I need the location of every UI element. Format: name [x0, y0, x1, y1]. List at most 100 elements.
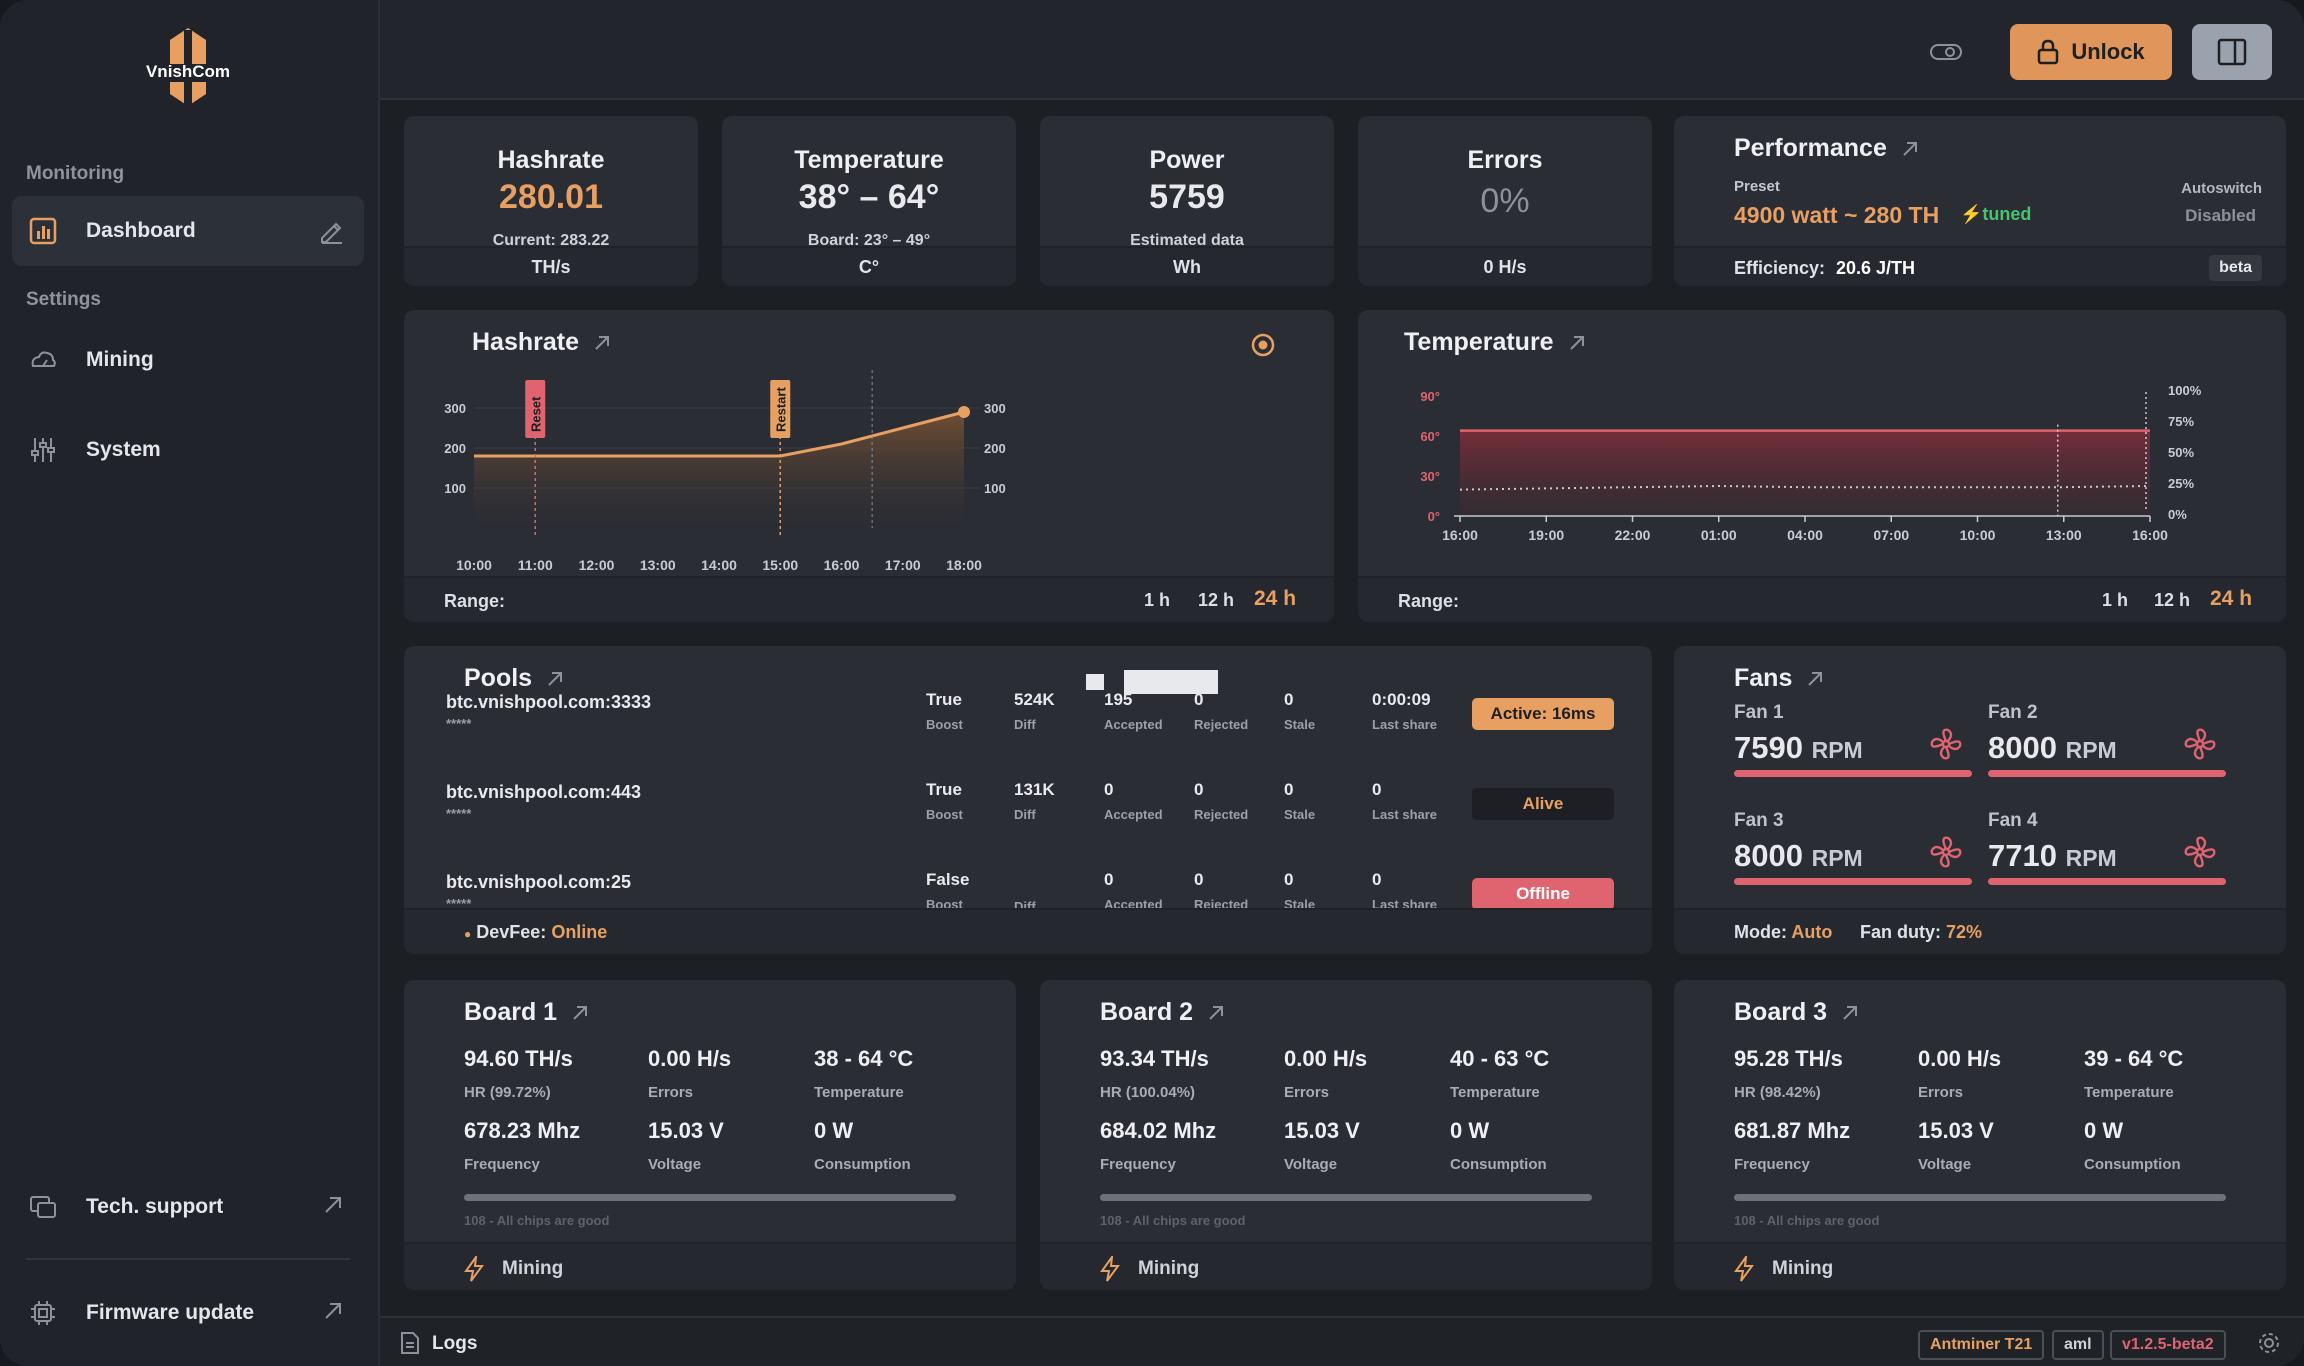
pool-last-share: 0:00:09 Last share [1372, 690, 1437, 732]
bottom-bar: Logs Antminer T21 aml v1.2.5-beta2 [380, 1316, 2304, 1366]
logo-icon [170, 28, 206, 106]
pool-accepted: 0 Accepted [1104, 870, 1163, 912]
panel-toggle-button[interactable] [2192, 24, 2272, 80]
stat-card-errors: Errors 0% 0 H/s [1358, 116, 1652, 286]
board-title[interactable]: Board 2 [1100, 998, 1225, 1027]
fan-duty: Fan duty: 72% [1860, 922, 1982, 943]
y-tick-right: 75% [2168, 414, 2194, 429]
range-24h[interactable]: 24 h [1254, 587, 1297, 610]
hashrate-chart-title[interactable]: Hashrate [472, 328, 611, 357]
board-temp: 40 - 63 °C [1450, 1046, 1550, 1071]
pool-last-share-value: 0:00:09 [1372, 690, 1431, 709]
pool-rejected-label: Rejected [1194, 807, 1249, 822]
stat-value: 280.01 [499, 178, 603, 216]
pool-row[interactable]: btc.vnishpool.com:25 ***** False Boost Di… [404, 870, 1652, 936]
range-12h[interactable]: 12 h [2154, 590, 2191, 610]
board-frequency-label: Frequency [1100, 1156, 1176, 1173]
devfee-label: DevFee: [476, 922, 547, 942]
hashrate-range-bar: Range: 1 h 12 h 24 h [404, 576, 1334, 622]
fan-mode: Mode: Auto [1734, 922, 1832, 943]
preset-value: 4900 watt ~ 280 TH [1734, 202, 1940, 228]
pool-accepted: 195 Accepted [1104, 690, 1163, 732]
range-24h[interactable]: 24 h [2210, 587, 2253, 610]
sidebar-item-firmware-update[interactable]: Firmware update [12, 1278, 364, 1348]
theme-toggle-icon[interactable] [1930, 42, 1962, 67]
temperature-chart-title[interactable]: Temperature [1404, 328, 1586, 357]
pool-user: ***** [446, 806, 472, 821]
bolt-icon [1734, 1253, 1754, 1288]
hashrate-chart-card: Hashrate 100 100 200 200 300 300 Reset Restart 1… [404, 310, 1334, 622]
stat-sub: Board: 23° – 49° [807, 232, 931, 249]
y-tick-right: 100 [984, 481, 1006, 496]
main-content: Unlock Hashrate 280.01 Current: 283.22 T… [380, 0, 2304, 1366]
bolt-icon [464, 1253, 484, 1288]
board-title[interactable]: Board 1 [464, 998, 589, 1027]
temperature-chart-title-text: Temperature [1404, 328, 1554, 356]
pool-diff-value: 524K [1014, 690, 1055, 709]
pool-last-share-label: Last share [1372, 807, 1438, 822]
performance-title-text: Performance [1734, 134, 1887, 162]
fan-name: Fan 3 [1734, 810, 1784, 831]
tuned-badge: ⚡tuned [1960, 204, 2031, 225]
y-tick-left: 300 [444, 401, 466, 416]
x-tick-label: 22:00 [1615, 527, 1651, 543]
pools-title[interactable]: Pools [464, 664, 564, 693]
pool-last-share-label: Last share [1372, 717, 1438, 732]
unlock-button[interactable]: Unlock [2010, 24, 2172, 80]
target-icon[interactable] [1250, 332, 1276, 363]
file-icon [400, 1332, 420, 1359]
edit-icon[interactable] [318, 218, 344, 250]
sidebar-item-tech-support[interactable]: Tech. support [12, 1172, 364, 1242]
pool-last-share-value: 0 [1372, 870, 1382, 889]
pool-stale: 0 Stale [1284, 780, 1315, 822]
pool-row[interactable]: btc.vnishpool.com:3333 ***** True Boost 5… [404, 690, 1652, 756]
logs-button[interactable]: Logs [432, 1333, 478, 1354]
range-12h[interactable]: 12 h [1198, 590, 1235, 610]
chip-icon [28, 1298, 58, 1328]
board-errors: 0.00 H/s [648, 1046, 732, 1071]
stat-card-hashrate: Hashrate 280.01 Current: 283.22 TH/s [404, 116, 698, 286]
board-card: Board 1 94.60 TH/s HR (99.72%) 0.00 H/s … [404, 980, 1016, 1290]
fans-title[interactable]: Fans [1734, 664, 1824, 693]
pools-view-toggle-b[interactable] [1124, 670, 1218, 694]
board-status: Mining [1772, 1258, 1834, 1279]
temperature-area [1460, 430, 2150, 516]
devfee-value: Online [551, 922, 608, 942]
stat-card-temperature: Temperature 38° – 64° Board: 23° – 49° C… [722, 116, 1016, 286]
board-consumption-label: Consumption [814, 1156, 911, 1173]
pools-view-toggle-a[interactable] [1086, 674, 1104, 690]
x-tick-label: 01:00 [1701, 527, 1737, 543]
temperature-range-bar: Range: 1 h 12 h 24 h [1358, 576, 2286, 622]
range-1h[interactable]: 1 h [1144, 590, 1171, 610]
sidebar-item-system[interactable]: System [12, 415, 364, 485]
board-errors: 0.00 H/s [1284, 1046, 1368, 1071]
pool-row[interactable]: btc.vnishpool.com:443 ***** True Boost 13… [404, 780, 1652, 846]
sidebar-item-dashboard[interactable]: Dashboard [12, 196, 364, 266]
pool-user: ***** [446, 896, 472, 911]
pool-diff: 131K Diff [1014, 780, 1055, 822]
pool-boost-value: True [926, 780, 962, 799]
pool-diff-label: Diff [1014, 717, 1036, 732]
performance-title[interactable]: Performance [1734, 134, 1919, 163]
logo[interactable]: VnishCom [130, 24, 246, 110]
sidebar-item-mining[interactable]: Mining [12, 325, 364, 395]
stat-sub: Estimated data [1130, 232, 1244, 249]
board-frequency: 681.87 Mhz [1734, 1118, 1851, 1143]
fan-item: Fan 1 7590 RPM [1734, 702, 1974, 782]
range-1h[interactable]: 1 h [2102, 590, 2129, 610]
board-title[interactable]: Board 3 [1734, 998, 1859, 1027]
settings-gear-icon[interactable] [2256, 1330, 2282, 1361]
stat-unit: C° [722, 246, 1016, 286]
sidebar-item-label: Tech. support [86, 1195, 224, 1218]
board-consumption: 0 W [814, 1118, 854, 1143]
x-tick-label: 16:00 [1442, 527, 1478, 543]
sidebar-panel-icon [2217, 38, 2247, 66]
fan-rpm: 8000 RPM [1734, 838, 1974, 874]
fan-rpm-value: 8000 [1734, 838, 1803, 873]
stat-unit: 0 H/s [1358, 246, 1652, 286]
pool-stale-value: 0 [1284, 780, 1294, 799]
fan-bar [1988, 878, 2226, 885]
board-hr-pct: HR (98.42%) [1734, 1084, 1821, 1101]
board-voltage-label: Voltage [648, 1156, 702, 1173]
pool-stale-label: Stale [1284, 807, 1316, 822]
